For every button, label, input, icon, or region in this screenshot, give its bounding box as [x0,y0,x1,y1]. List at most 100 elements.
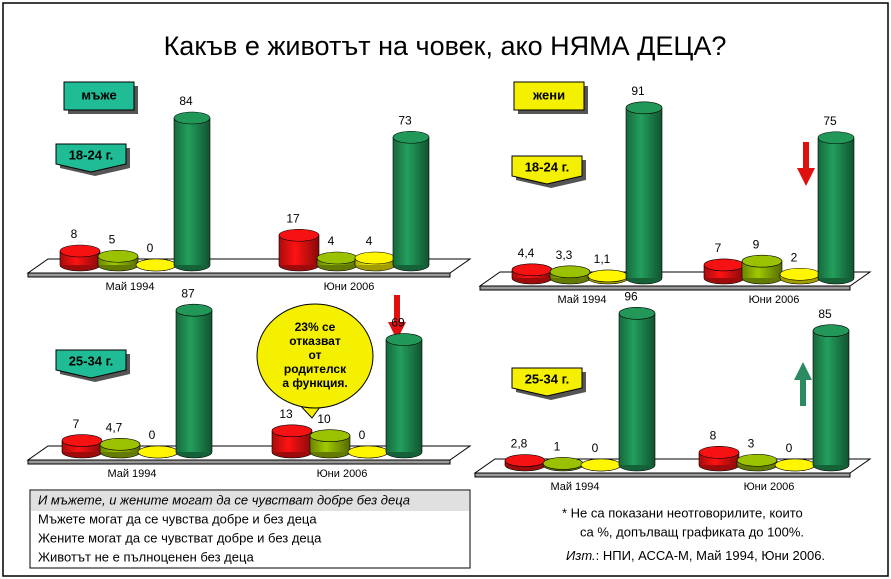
data-label: 2 [791,250,798,264]
data-label: 3,3 [556,248,573,262]
x-tick-label: Юни 2006 [744,481,795,493]
floor-edge [474,472,851,478]
data-label: 2,8 [511,437,528,451]
annotation-bubble [256,303,374,409]
data-label: 4,7 [106,421,123,435]
data-label: 8 [710,429,717,443]
bar [619,313,655,465]
legend-entry: И мъжете, и жените могат да се чувстват … [38,492,410,507]
women-badge [513,81,585,111]
men-badge [63,81,135,111]
bar-top [774,458,816,472]
bar-top [347,445,389,459]
data-label: 13 [279,407,293,421]
bar-top [354,251,396,265]
bar-top [135,258,177,272]
annotation-line: а функция. [282,376,347,390]
men-label: мъже [81,87,116,102]
data-label: 7 [715,241,722,255]
bar-top [817,131,855,145]
floor-edge [479,285,851,291]
data-label: 0 [359,428,366,442]
arrow-down [388,295,406,340]
bar-top [587,269,629,283]
data-label: 4 [328,234,335,248]
data-label: 10 [317,412,331,426]
legend-entry: Мъжете могат да се чувства добре и без д… [38,511,317,526]
bar-top [703,258,745,272]
bar-top [549,265,591,279]
age-label: 18-24 г. [525,159,570,174]
data-label: 0 [147,241,154,255]
data-label: 0 [149,428,156,442]
data-label: 17 [286,211,300,225]
bar [174,118,210,265]
data-label: 69 [391,316,405,330]
data-label: 84 [179,94,193,108]
footnote: * Не са показани неотговорилите, които [562,505,803,520]
annotation-text: 23% се [295,320,336,334]
data-label: 4 [366,234,373,248]
data-label: 0 [786,441,793,455]
bar-top [99,438,141,451]
footnote: са %, допълващ графиката до 100%. [580,524,804,539]
x-tick-label: Юни 2006 [317,468,368,480]
arrow-up [794,362,812,406]
bar [176,310,212,452]
annotation-highlight: 23% [295,320,319,334]
legend-entry: Жените могат да се чувстват добре и без … [38,530,322,545]
floor-edge [27,459,451,465]
bar-top [137,445,179,459]
annotation-line: родителск [284,362,347,376]
data-label: 91 [631,84,645,98]
bar-top [316,251,358,265]
data-label: 96 [624,289,638,303]
bar-top [173,111,211,125]
annotation-line: от [309,348,322,362]
data-label: 5 [109,232,116,246]
age-label: 25-34 г. [69,353,114,368]
x-tick-label: Юни 2006 [749,294,800,306]
age-label: 18-24 г. [69,147,114,162]
annotation-line: отказват [289,334,341,348]
source-label: Изт. [566,548,596,563]
bar-top [698,446,740,459]
bar-top [580,458,622,472]
bar-top [392,130,430,144]
bar-top [278,228,320,242]
bar-top [385,333,423,346]
bar [626,107,662,278]
age-label: 25-34 г. [525,371,570,386]
source-text: : НПИ, АССА-М, Май 1994, Юни 2006. [596,548,825,563]
data-label: 0 [592,441,599,455]
legend-entry: Животът не е пълноценен без деца [38,549,254,564]
age-badge [55,349,127,379]
women-label: жени [532,87,565,102]
floor-edge [27,272,451,278]
data-label: 7 [73,417,80,431]
bar-top [779,267,821,281]
data-label: 1,1 [594,252,611,266]
source: Изт.: НПИ, АССА-М, Май 1994, Юни 2006. [566,548,825,563]
bar-top [59,244,101,258]
x-tick-label: Май 1994 [550,481,599,493]
bar [393,137,429,265]
data-label: 87 [181,286,195,300]
bar-top [175,303,213,317]
data-label: 73 [398,113,412,127]
bar-top [542,457,584,470]
bar-top [97,249,139,263]
data-label: 85 [818,307,832,321]
data-label: 3 [748,436,755,450]
bar-top [741,254,783,268]
bar-top [625,101,663,115]
bar-top [309,429,351,443]
data-label: 9 [753,237,760,251]
bar [818,137,854,278]
x-tick-label: Юни 2006 [324,281,375,293]
x-tick-label: Май 1994 [105,281,154,293]
x-tick-label: Май 1994 [557,294,606,306]
legend-highlight [31,491,469,511]
bar [386,339,422,452]
